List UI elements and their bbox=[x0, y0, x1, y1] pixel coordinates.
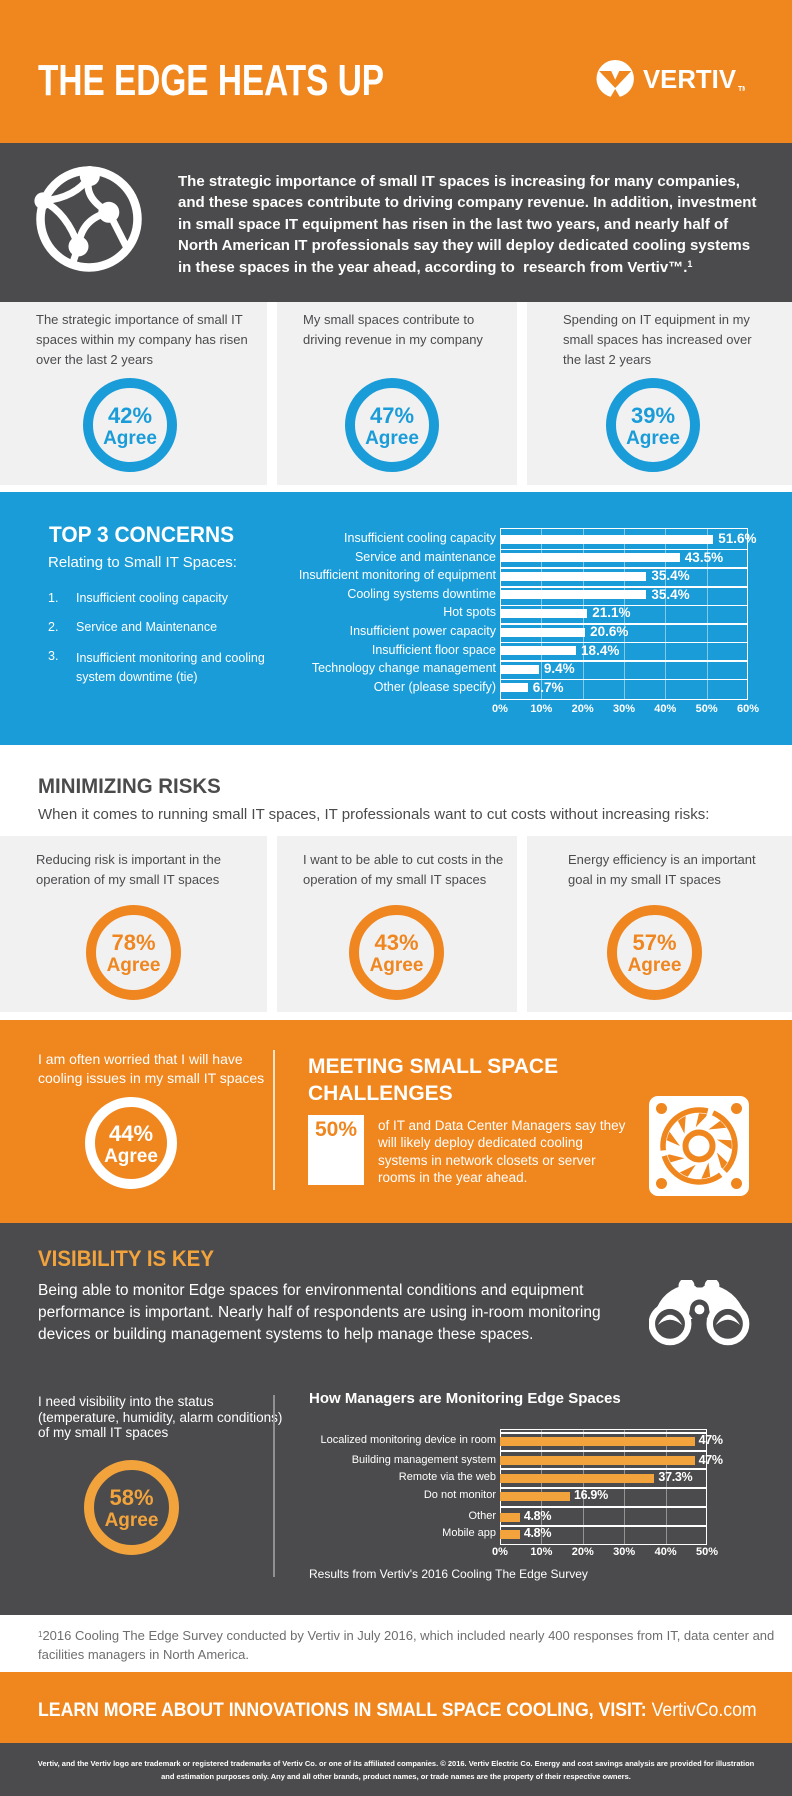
svg-text:TM: TM bbox=[738, 86, 745, 93]
svg-text:VERTIV: VERTIV bbox=[643, 64, 737, 94]
